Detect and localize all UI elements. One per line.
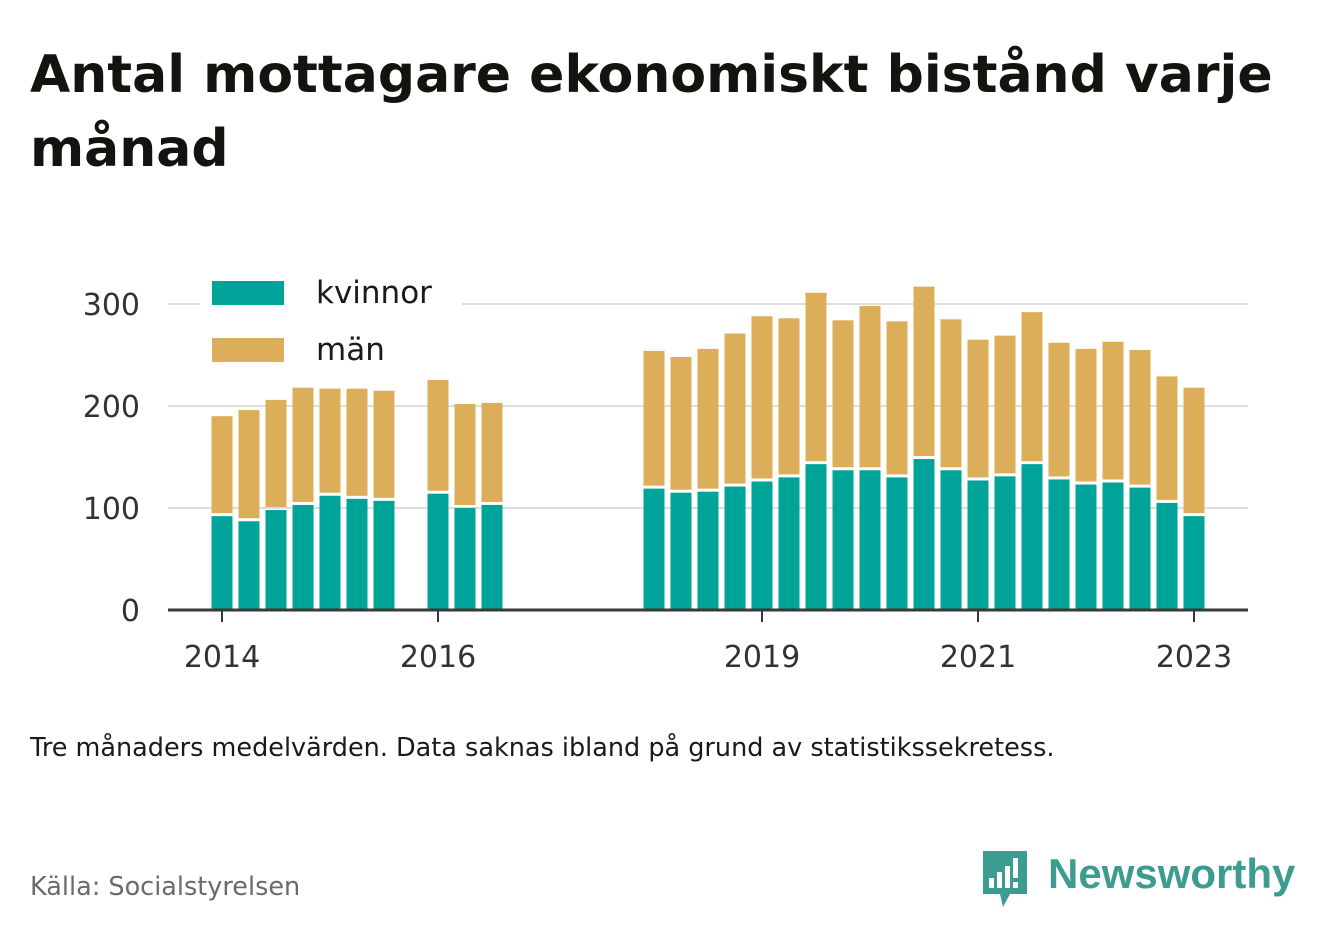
source-text: Källa: Socialstyrelsen xyxy=(30,872,301,902)
bar-man xyxy=(940,319,962,468)
bar-kvinnor xyxy=(724,486,746,610)
bar-man xyxy=(886,321,908,475)
bar-kvinnor xyxy=(1048,479,1070,610)
legend-label-man: män xyxy=(316,332,385,368)
bar-kvinnor xyxy=(940,470,962,610)
bar-man xyxy=(805,292,827,462)
y-tick-label: 100 xyxy=(83,492,140,527)
bar-kvinnor xyxy=(643,488,665,610)
bar-kvinnor xyxy=(454,508,476,610)
x-tick-label: 2016 xyxy=(400,640,476,675)
bar-man xyxy=(859,306,881,468)
legend-swatch-kvinnor xyxy=(212,281,284,305)
bar-man xyxy=(1183,387,1205,514)
bar-man xyxy=(319,388,341,493)
bar-kvinnor xyxy=(805,464,827,610)
bar-kvinnor xyxy=(481,504,503,610)
x-tick-label: 2019 xyxy=(724,640,800,675)
bar-man xyxy=(373,390,395,498)
bar-man xyxy=(643,350,665,486)
bar-man xyxy=(832,320,854,468)
bar-man xyxy=(1102,341,1124,480)
y-tick-label: 300 xyxy=(83,288,140,323)
bar-kvinnor xyxy=(859,470,881,610)
bar-kvinnor xyxy=(346,498,368,610)
bar-man xyxy=(238,410,260,519)
bar-kvinnor xyxy=(751,481,773,610)
bar-kvinnor xyxy=(1102,482,1124,610)
bar-kvinnor xyxy=(211,516,233,610)
bar-man xyxy=(1075,348,1097,482)
y-tick-label: 0 xyxy=(121,594,140,629)
bar-kvinnor xyxy=(1183,516,1205,610)
bar-chart: 0 100 200 300 2014 2016 2019 2021 2023 kvinnor män xyxy=(83,272,1248,675)
bar-kvinnor xyxy=(1129,487,1151,610)
bar-man xyxy=(211,416,233,514)
bar-kvinnor xyxy=(265,510,287,610)
y-tick-label: 200 xyxy=(83,390,140,425)
bar-man xyxy=(1021,312,1043,462)
bar-kvinnor xyxy=(832,470,854,610)
bar-man xyxy=(778,318,800,475)
bar-kvinnor xyxy=(238,521,260,610)
bar-kvinnor xyxy=(1021,464,1043,610)
bar-man xyxy=(427,379,449,491)
bar-man xyxy=(1129,349,1151,485)
bar-kvinnor xyxy=(913,459,935,610)
brand-name: Newsworthy xyxy=(1048,850,1296,897)
bar-kvinnor xyxy=(1156,502,1178,610)
bar-kvinnor xyxy=(319,495,341,610)
bar-man xyxy=(265,399,287,508)
bar-kvinnor xyxy=(967,480,989,610)
legend-label-kvinnor: kvinnor xyxy=(316,275,432,311)
bar-kvinnor xyxy=(670,492,692,610)
x-tick-label: 2021 xyxy=(940,640,1016,675)
bar-man xyxy=(346,388,368,496)
bar-man xyxy=(292,387,314,502)
bar-man xyxy=(670,357,692,490)
bar-kvinnor xyxy=(886,477,908,610)
bar-man xyxy=(724,333,746,484)
bar-man xyxy=(1048,342,1070,477)
bar-man xyxy=(697,348,719,489)
bar-kvinnor xyxy=(292,504,314,610)
bar-man xyxy=(913,286,935,457)
bar-kvinnor xyxy=(778,477,800,610)
bar-kvinnor xyxy=(1075,484,1097,610)
newsworthy-logo-icon xyxy=(983,851,1027,907)
bar-kvinnor xyxy=(427,493,449,610)
chart-note: Tre månaders medelvärden. Data saknas ib… xyxy=(30,733,1055,763)
x-tick-label: 2023 xyxy=(1156,640,1232,675)
bar-kvinnor xyxy=(994,476,1016,610)
bar-kvinnor xyxy=(697,491,719,610)
bar-man xyxy=(481,402,503,502)
bar-man xyxy=(967,339,989,478)
bar-man xyxy=(1156,376,1178,500)
bar-man xyxy=(994,335,1016,474)
bar-man xyxy=(751,316,773,479)
x-tick-label: 2014 xyxy=(184,640,260,675)
bar-kvinnor xyxy=(373,500,395,610)
bar-man xyxy=(454,403,476,505)
legend-swatch-man xyxy=(212,338,284,362)
chart-title: Antal mottagare ekonomiskt bistånd varje… xyxy=(30,45,1273,179)
